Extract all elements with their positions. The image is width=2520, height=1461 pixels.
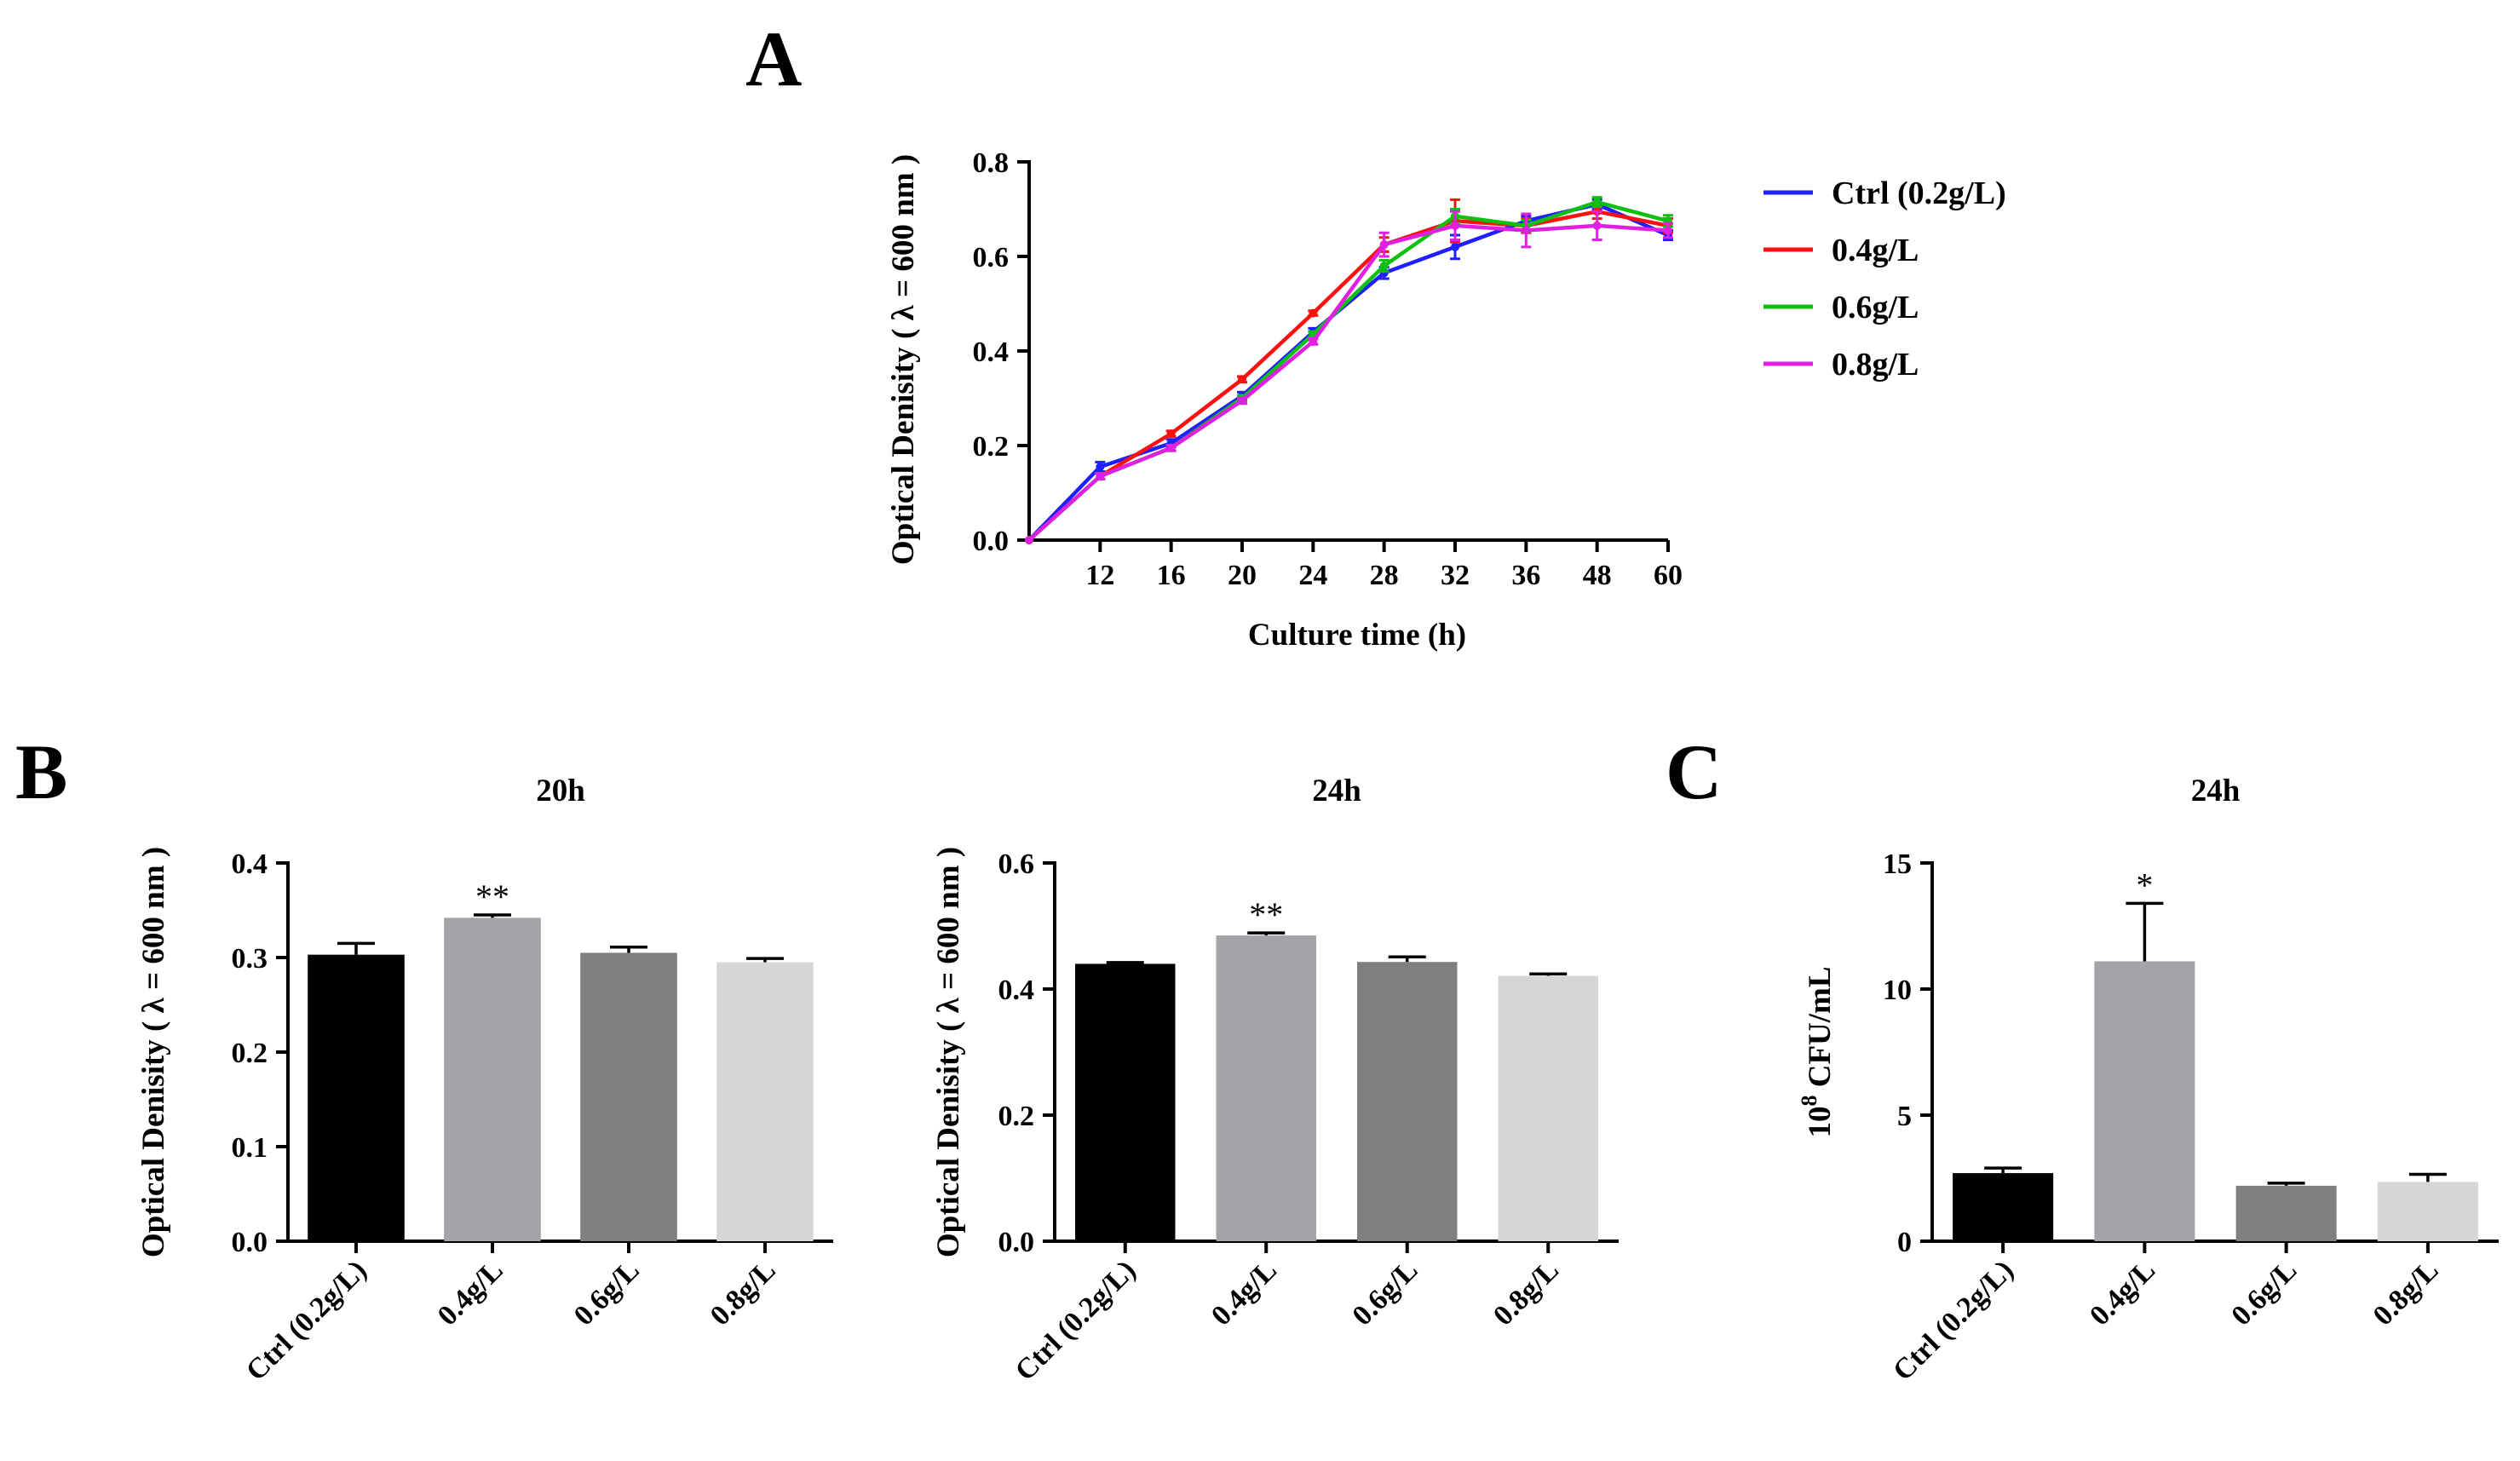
y-axis-title-base: 10	[1803, 1107, 1838, 1138]
data-point	[1379, 262, 1389, 271]
y-tick-label: 0.0	[998, 1227, 1035, 1258]
x-tick-label: Ctrl (0.2g/L)	[1887, 1254, 2020, 1387]
y-tick-label: 0.1	[232, 1132, 268, 1164]
x-tick-label: 0.8g/L	[2368, 1254, 2445, 1332]
data-point	[1238, 375, 1246, 384]
plot-title: 24h	[2191, 774, 2241, 808]
series-line	[1027, 199, 1669, 542]
y-tick-label: 0.2	[973, 431, 1010, 463]
legend-label: 0.8g/L	[1832, 347, 1919, 383]
significance-label: **	[1249, 895, 1283, 934]
y-axis-title: Optical Denisity ( λ = 600 nm )	[886, 154, 921, 565]
bar	[2377, 1182, 2478, 1241]
bar	[1216, 935, 1317, 1241]
plot-title: 24h	[1312, 774, 1361, 808]
bar-chart-cfu: 0 5 10 15 Ctrl (0.2g/L) 0.4g/L * 0.6g/L 0.8g/L 24…	[1797, 774, 2499, 1387]
data-point	[1451, 242, 1459, 251]
data-point	[1592, 221, 1602, 230]
panel-letter-a: A	[745, 15, 802, 102]
data-point	[1664, 226, 1672, 235]
data-point	[1379, 240, 1389, 250]
data-point	[1166, 429, 1176, 439]
y-axis-title: 108 CFU/mL	[1797, 966, 1838, 1137]
y-axis-title-unit: CFU/mL	[1803, 966, 1838, 1095]
plot-title: 20h	[536, 774, 585, 808]
bar	[1953, 1173, 2054, 1241]
data-point	[1522, 226, 1531, 235]
panel-letter-b: B	[15, 728, 67, 815]
bar	[716, 962, 814, 1241]
bar	[1498, 975, 1599, 1241]
x-tick-label: 36	[1511, 560, 1540, 591]
legend-label: 0.4g/L	[1832, 233, 1919, 268]
bar	[580, 952, 677, 1241]
data-point	[1592, 198, 1602, 207]
y-tick-label: 0.6	[973, 242, 1010, 273]
data-point	[1238, 396, 1246, 406]
legend-label: 0.6g/L	[1832, 290, 1919, 325]
legend-label: Ctrl (0.2g/L)	[1832, 175, 2006, 211]
y-tick-label: 0.8	[973, 147, 1010, 179]
bar-chart-24h: 0.0 0.2 0.4 0.6 Ctrl (0.2g/L) 0.4g/L ** 0.6g/L 0…	[931, 774, 1619, 1387]
y-tick-label: 0.4	[998, 975, 1035, 1006]
bar	[1074, 963, 1176, 1241]
x-tick-label: Ctrl (0.2g/L)	[1010, 1254, 1142, 1387]
data-point	[1096, 472, 1105, 481]
y-tick-label: 0.2	[232, 1038, 268, 1069]
y-tick-label: 0.0	[973, 526, 1010, 557]
bar	[444, 917, 541, 1241]
y-axis-title-exponent: 8	[1797, 1096, 1821, 1107]
x-tick-label: 0.6g/L	[2225, 1254, 2303, 1332]
line-chart-growth: 0.0 0.2 0.4 0.6 0.8 12 16 20 24 28 32 36 48 60 Culture…	[886, 147, 2006, 653]
x-tick-label: 12	[1085, 560, 1114, 591]
bar	[2094, 961, 2195, 1241]
y-tick-label: 15	[1883, 848, 1912, 880]
bar	[1356, 962, 1458, 1241]
data-point	[1309, 336, 1318, 346]
y-tick-label: 5	[1897, 1101, 1912, 1132]
y-tick-label: 0.3	[232, 943, 268, 975]
bar-chart-20h: 0.0 0.1 0.2 0.3 0.4 Ctrl (0.2g/L) 0.4g/L ** 0.6g…	[136, 774, 833, 1387]
y-tick-label: 0.0	[232, 1227, 268, 1258]
x-tick-label: 0.4g/L	[1205, 1254, 1283, 1332]
x-tick-label: 0.4g/L	[2084, 1254, 2161, 1332]
y-tick-label: 0.4	[232, 848, 268, 880]
y-tick-label: 0.6	[998, 848, 1035, 880]
bar	[308, 954, 405, 1241]
x-tick-label: 28	[1370, 560, 1399, 591]
series-line	[1027, 202, 1669, 542]
y-tick-label: 0	[1897, 1227, 1912, 1258]
y-axis-title: Optical Denisity ( λ = 600 nm )	[136, 847, 171, 1257]
x-tick-label: 60	[1654, 560, 1683, 591]
y-tick-label: 0.2	[998, 1101, 1035, 1132]
significance-label: **	[475, 877, 509, 916]
x-tick-label: 48	[1583, 560, 1612, 591]
data-point	[1166, 443, 1176, 452]
y-tick-label: 10	[1883, 975, 1912, 1006]
panel-letter-c: C	[1666, 728, 1722, 815]
x-tick-label: 24	[1298, 560, 1327, 591]
significance-label: *	[2136, 866, 2153, 904]
x-tick-label: 0.6g/L	[568, 1254, 646, 1332]
series-line	[1027, 223, 1669, 542]
x-tick-label: Ctrl (0.2g/L)	[240, 1254, 373, 1387]
y-axis-title: Optical Denisity ( λ = 600 nm )	[931, 847, 966, 1257]
data-point	[1309, 308, 1318, 318]
bar	[2235, 1185, 2337, 1241]
x-tick-label: 32	[1441, 560, 1470, 591]
x-tick-label: 0.4g/L	[432, 1254, 509, 1332]
data-point	[1025, 536, 1033, 544]
x-tick-label: 0.6g/L	[1346, 1254, 1424, 1332]
y-tick-label: 0.4	[973, 336, 1010, 368]
data-point	[1096, 462, 1105, 471]
data-point	[1451, 221, 1459, 230]
x-tick-label: 0.8g/L	[705, 1254, 782, 1332]
series-line	[1027, 210, 1669, 542]
x-tick-label: 16	[1157, 560, 1186, 591]
x-tick-label: 20	[1228, 560, 1257, 591]
x-tick-label: 0.8g/L	[1487, 1254, 1565, 1332]
x-axis-title: Culture time (h)	[1248, 618, 1466, 653]
